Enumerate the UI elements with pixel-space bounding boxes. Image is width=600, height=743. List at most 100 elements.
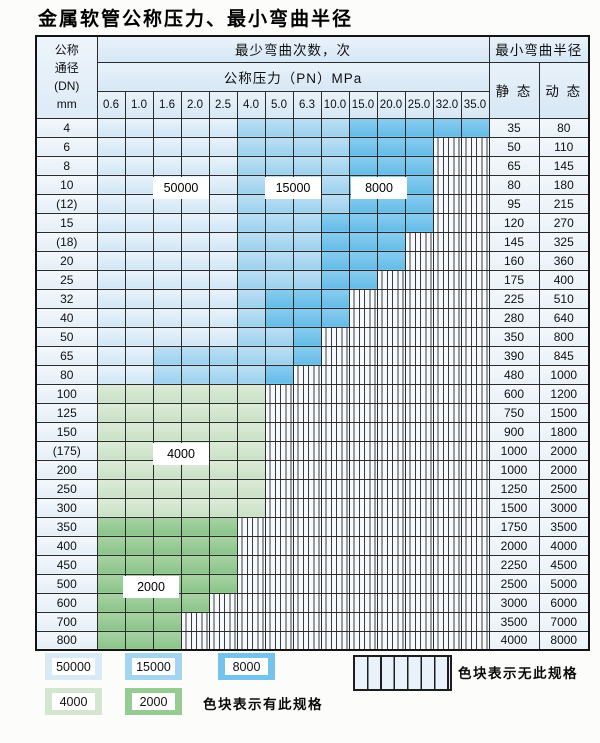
spec-cell [264,326,294,347]
pressure-value-header: 5.0 [264,90,294,119]
spec-cell [348,212,378,233]
static-radius-cell: 1000 [488,440,540,461]
spec-cell-unavailable [292,459,322,480]
spec-cell [124,402,154,423]
static-radius-cell: 145 [488,231,540,252]
spec-cell-unavailable [404,231,434,252]
table-row: 40 280 640 [35,307,590,328]
spec-cell [152,611,182,632]
spec-cell [96,117,126,138]
spec-cell [320,250,350,271]
spec-cell-unavailable [432,345,462,366]
spec-cell [208,174,238,195]
zone-label: 50000 [153,177,209,199]
spec-cell-unavailable [376,630,406,651]
dynamic-radius-cell: 110 [538,136,590,157]
spec-cell-unavailable [348,459,378,480]
spec-cell [404,136,434,157]
spec-cell-unavailable [432,630,462,651]
dn-value-cell: 20 [35,250,98,271]
spec-cell-unavailable [404,326,434,347]
dn-value-cell: 25 [35,269,98,290]
dynamic-radius-cell: 80 [538,117,590,138]
spec-cell-unavailable [404,573,434,594]
spec-cell [320,212,350,233]
table-row: 100 600 1200 [35,383,590,404]
spec-cell [236,383,266,404]
dn-value-cell: 350 [35,516,98,537]
table-row: 300 1500 3000 [35,497,590,518]
spec-cell-unavailable [292,573,322,594]
spec-cell-unavailable [292,440,322,461]
dn-value-cell: 8 [35,155,98,176]
spec-cell [180,155,210,176]
spec-cell-unavailable [320,459,350,480]
spec-cell-unavailable [376,288,406,309]
spec-cell-unavailable [460,269,490,290]
pressure-value-header: 10.0 [320,90,350,119]
table-row: 450 2250 4500 [35,554,590,575]
spec-cell-unavailable [264,497,294,518]
spec-cell [236,174,266,195]
table-row: 700 3500 7000 [35,611,590,632]
dynamic-radius-cell: 270 [538,212,590,233]
static-radius-cell: 225 [488,288,540,309]
spec-cell-unavailable [432,193,462,214]
spec-cell-unavailable [376,497,406,518]
spec-cell-unavailable [292,611,322,632]
dynamic-radius-cell: 1200 [538,383,590,404]
spec-cell-unavailable [320,383,350,404]
spec-cell-unavailable [264,535,294,556]
spec-cell [376,212,406,233]
spec-cell [152,630,182,651]
page-title: 金属软管公称压力、最小弯曲半径 [38,8,354,30]
spec-cell [152,269,182,290]
spec-cell [208,478,238,499]
spec-cell [180,516,210,537]
spec-cell-unavailable [320,345,350,366]
spec-cell-unavailable [460,611,490,632]
spec-cell-unavailable [460,573,490,594]
spec-cell-unavailable [404,592,434,613]
spec-cell-unavailable [320,592,350,613]
dynamic-radius-cell: 6000 [538,592,590,613]
spec-cell [404,193,434,214]
spec-cell [376,250,406,271]
spec-cell [292,345,322,366]
dynamic-column-header: 动 态 [538,61,590,119]
dn-value-cell: 125 [35,402,98,423]
dn-value-cell: 40 [35,307,98,328]
dynamic-radius-cell: 1800 [538,421,590,442]
spec-cell-unavailable [264,421,294,442]
spec-cell-unavailable [460,421,490,442]
spec-cell-unavailable [348,402,378,423]
spec-cell-unavailable [292,402,322,423]
spec-cell [264,345,294,366]
legend-swatch: 15000 [125,653,182,680]
spec-cell [208,459,238,480]
spec-cell-unavailable [292,554,322,575]
spec-cell-unavailable [376,269,406,290]
spec-cell [180,535,210,556]
spec-cell [124,611,154,632]
spec-cell [124,364,154,385]
spec-cell [236,307,266,328]
spec-cell-unavailable [320,554,350,575]
zone-label: 8000 [351,177,407,199]
spec-cell [180,421,210,442]
spec-cell-unavailable [460,478,490,499]
spec-cell-unavailable [432,288,462,309]
spec-cell-unavailable [208,630,238,651]
spec-cell [96,421,126,442]
dn-value-cell: 250 [35,478,98,499]
dynamic-radius-cell: 1500 [538,402,590,423]
spec-cell [96,516,126,537]
table-row: 50 350 800 [35,326,590,347]
spec-cell [96,497,126,518]
spec-cell-unavailable [236,573,266,594]
spec-cell [152,364,182,385]
spec-cell [236,326,266,347]
spec-cell [320,174,350,195]
spec-cell [124,554,154,575]
dn-header-line: (DN) [54,79,80,94]
